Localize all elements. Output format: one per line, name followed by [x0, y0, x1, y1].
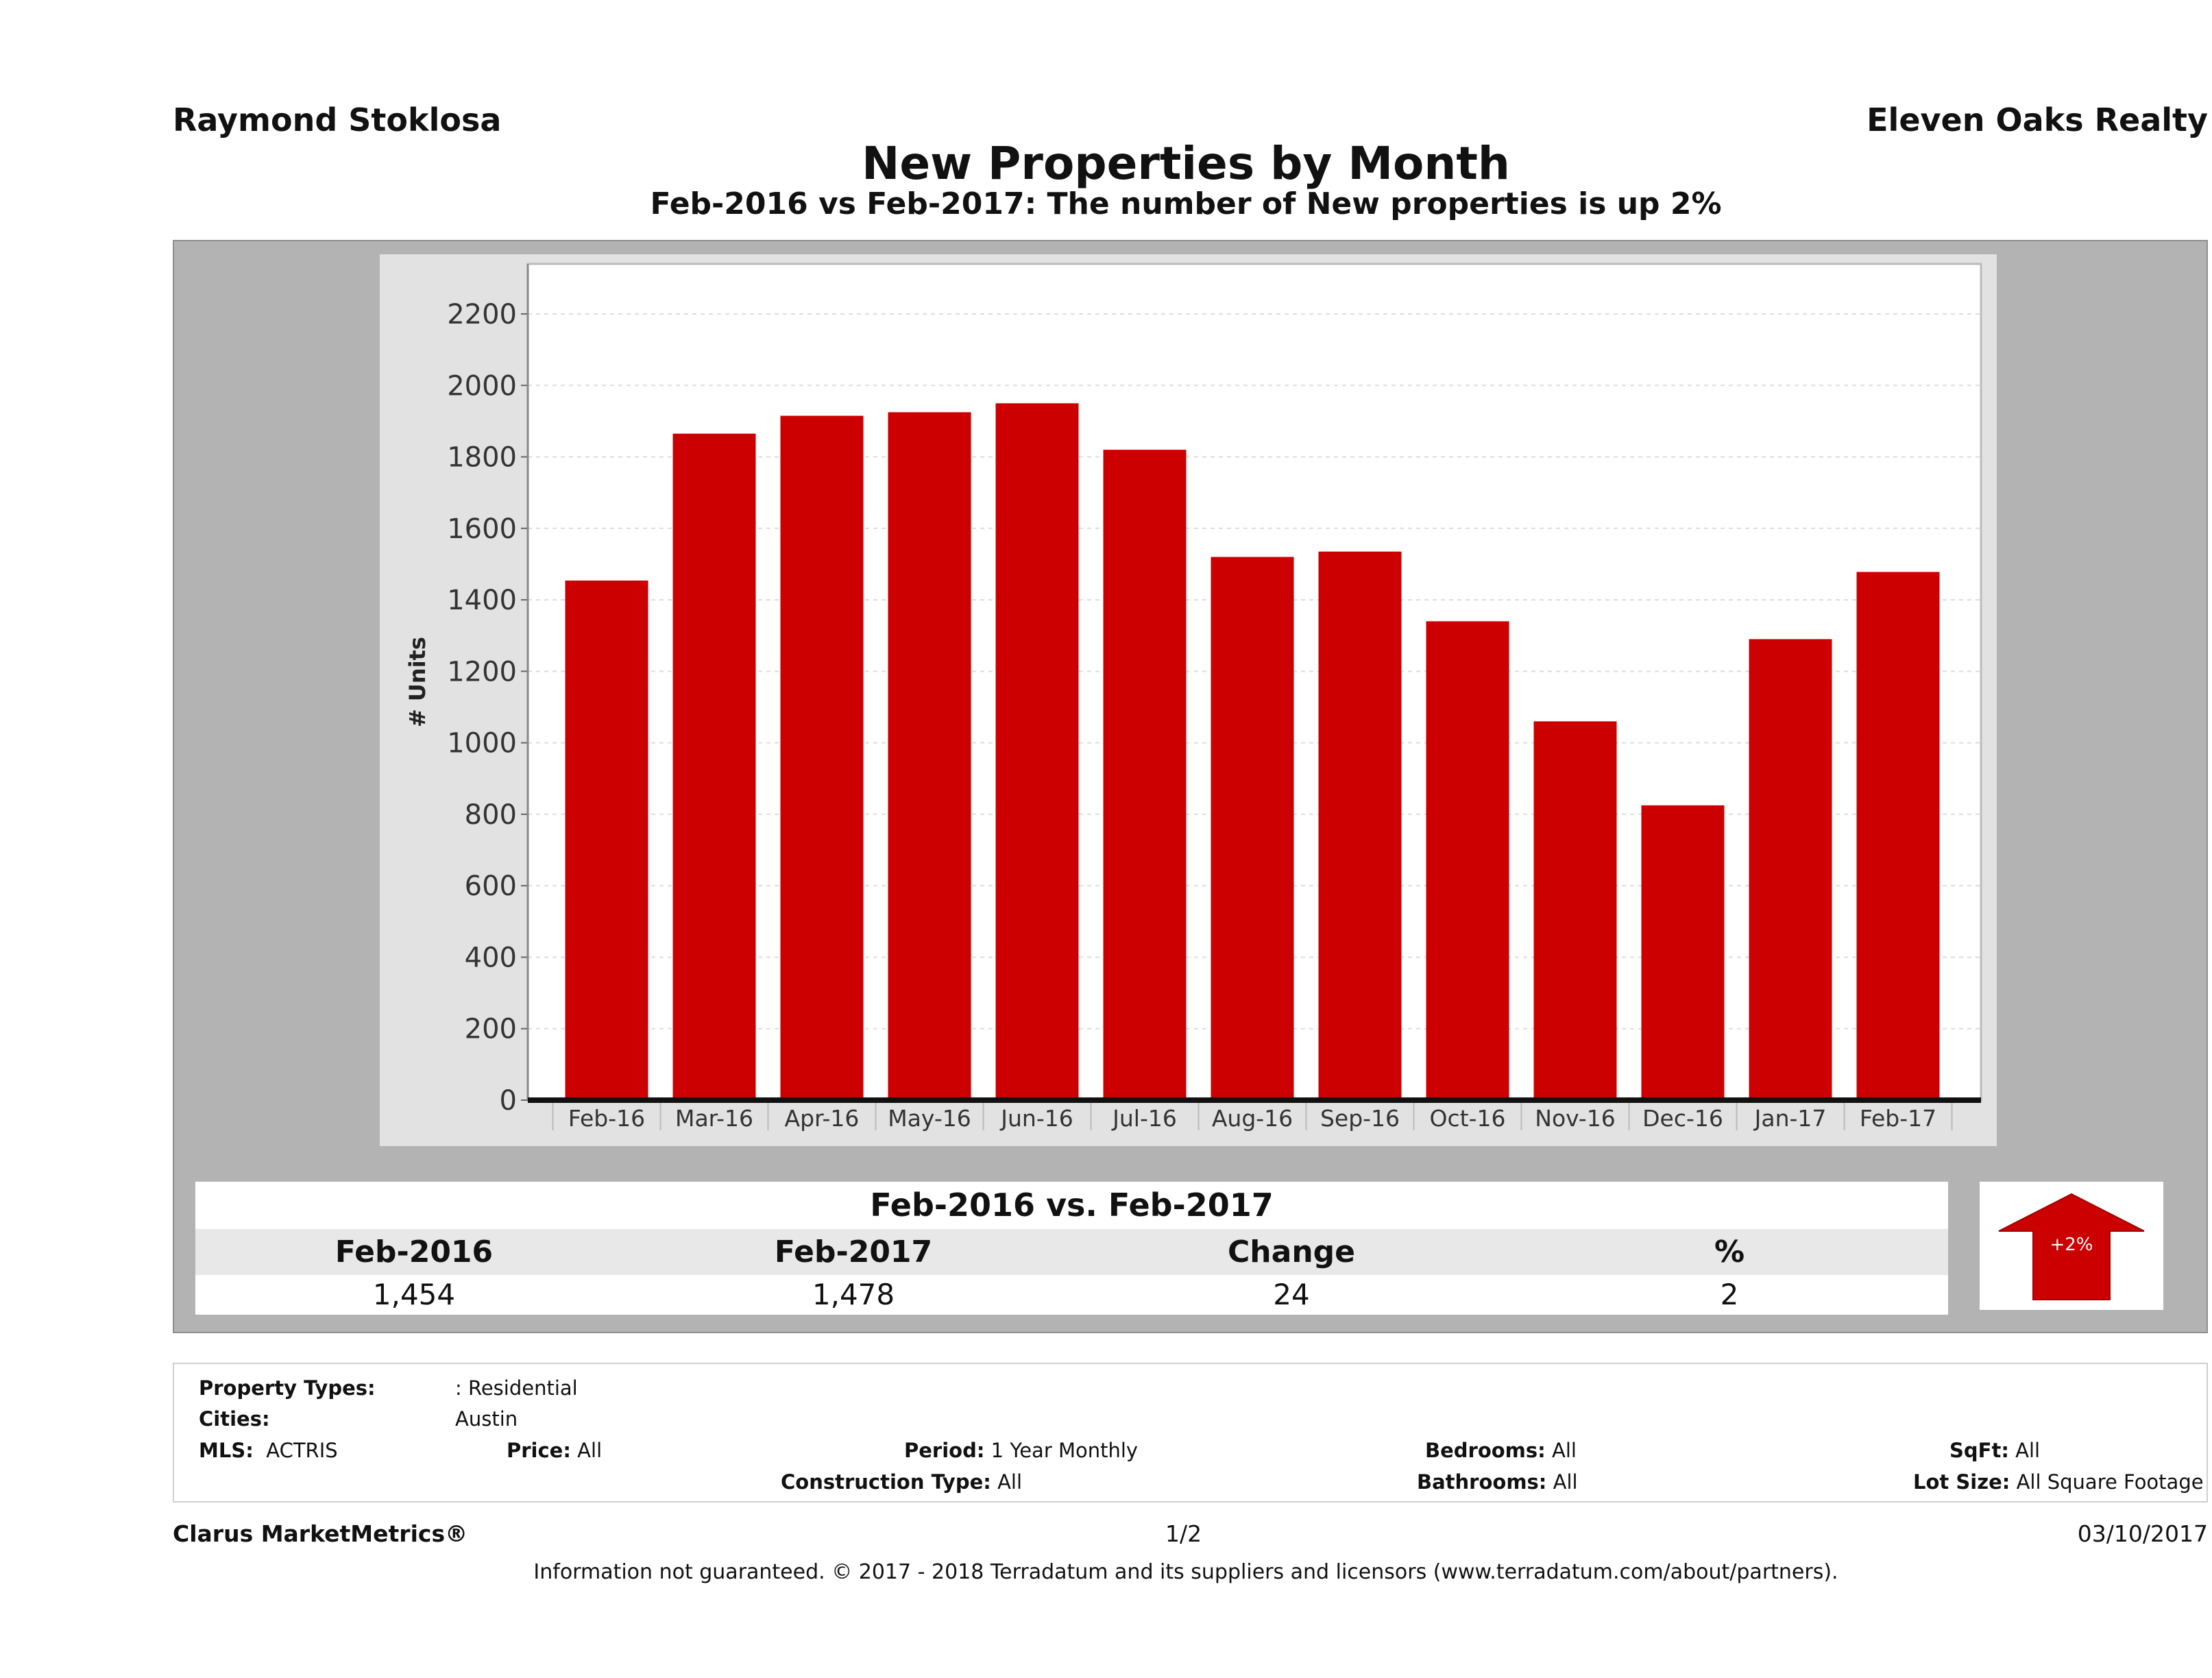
y-tick-label: 400 — [465, 942, 517, 973]
footer-brand: Clarus MarketMetrics® — [173, 1520, 468, 1547]
property-types-value: : Residential — [455, 1376, 578, 1400]
summary-table: Feb-2016 vs. Feb-2017 Feb-2016 Feb-2017 … — [195, 1182, 1948, 1315]
bar-dec-16 — [1641, 805, 1725, 1100]
y-tick-label: 1600 — [447, 513, 517, 545]
y-tick-label: 800 — [465, 799, 517, 831]
chart-area: 0 200 400 600 800 1000 1200 1400 1600 1800 2000 220… — [380, 254, 1997, 1146]
summary-header-row: Feb-2016 Feb-2017 Change % — [195, 1229, 1948, 1275]
header-feb-2016: Feb-2016 — [335, 1235, 494, 1269]
disclaimer: Information not guaranteed. © 2017 - 201… — [533, 1560, 1838, 1584]
y-tick-label: 200 — [465, 1014, 517, 1045]
bathrooms-value: All — [1553, 1470, 1578, 1494]
x-tick-label: Feb-17 — [1860, 1105, 1936, 1132]
page-number: 1/2 — [1165, 1520, 1202, 1547]
construction-value: All — [997, 1470, 1023, 1494]
y-tick-label: 2200 — [447, 299, 517, 330]
bar-mar-16 — [672, 433, 756, 1100]
construction-label: Construction Type: — [781, 1470, 991, 1494]
chart-subtitle: Feb-2016 vs Feb-2017: The number of New … — [650, 186, 1722, 221]
x-tick-label: Jan-17 — [1753, 1105, 1827, 1132]
agent-name: Raymond Stoklosa — [173, 101, 502, 138]
x-tick-label: Feb-16 — [568, 1105, 645, 1132]
bar-feb-16 — [565, 580, 648, 1100]
property-types-label: Property Types: — [199, 1376, 376, 1400]
y-axis-label: # Units — [404, 637, 430, 727]
office-name: Eleven Oaks Realty — [1867, 101, 2208, 138]
bar-aug-16 — [1211, 557, 1294, 1100]
report-date: 03/10/2017 — [2077, 1520, 2208, 1547]
mls-value: ACTRIS — [266, 1439, 338, 1462]
cities-value: Austin — [455, 1407, 518, 1431]
bar-apr-16 — [780, 415, 864, 1100]
up-arrow-icon: +2% — [1998, 1193, 2145, 1300]
value-change: 24 — [1273, 1278, 1310, 1311]
lot-size-label: Lot Size: — [1913, 1470, 2010, 1494]
x-tick-label: Oct-16 — [1430, 1105, 1506, 1132]
header-feb-2017: Feb-2017 — [774, 1235, 933, 1269]
bedrooms-value: All — [1551, 1439, 1577, 1462]
bar-jan-17 — [1749, 639, 1832, 1100]
value-feb-2016: 1,454 — [372, 1278, 456, 1311]
x-tick-label: Jul-16 — [1111, 1105, 1177, 1132]
bar-jul-16 — [1103, 450, 1187, 1100]
bar-nov-16 — [1533, 721, 1617, 1100]
y-tick-label: 1200 — [447, 656, 517, 688]
price-label: Price: — [507, 1439, 571, 1462]
x-tick-label: Aug-16 — [1212, 1105, 1293, 1132]
x-tick-label: May-16 — [888, 1105, 971, 1132]
y-tick-label: 1000 — [447, 728, 517, 759]
y-tick-label: 2000 — [447, 370, 517, 402]
bar-jun-16 — [995, 403, 1079, 1100]
x-tick-label: Jun-16 — [999, 1105, 1073, 1132]
y-tick-label: 600 — [465, 871, 517, 902]
price-value: All — [577, 1439, 603, 1462]
chart-title: New Properties by Month — [862, 137, 1510, 190]
summary-title: Feb-2016 vs. Feb-2017 — [195, 1182, 1948, 1229]
summary-value-row: 1,454 1,478 24 2 — [195, 1275, 1948, 1315]
lot-size-value: All Square Footage — [2016, 1470, 2204, 1494]
bar-oct-16 — [1426, 621, 1509, 1100]
header-percent: % — [1714, 1235, 1745, 1269]
y-tick-label: 1400 — [447, 585, 517, 616]
x-tick-label: Dec-16 — [1642, 1105, 1723, 1132]
sqft-value: All — [2015, 1439, 2041, 1462]
x-tick-label: Apr-16 — [785, 1105, 860, 1132]
period-label: Period: — [904, 1439, 985, 1462]
badge-label: +2% — [2050, 1235, 2093, 1255]
y-tick-label: 0 — [500, 1085, 517, 1117]
x-tick-label: Sep-16 — [1320, 1105, 1400, 1132]
bar-may-16 — [888, 412, 971, 1100]
bathrooms-label: Bathrooms: — [1417, 1470, 1547, 1494]
x-tick-label: Nov-16 — [1535, 1105, 1615, 1132]
filters-panel: Property Types: : Residential Cities: Au… — [173, 1363, 2208, 1503]
header-change: Change — [1228, 1235, 1355, 1269]
value-feb-2017: 1,478 — [812, 1278, 895, 1311]
bar-chart: 0 200 400 600 800 1000 1200 1400 1600 1800 2000 220… — [404, 263, 1982, 1132]
y-tick-label: 1800 — [447, 442, 517, 474]
x-tick-label: Mar-16 — [675, 1105, 753, 1132]
mls-label: MLS: — [199, 1439, 254, 1462]
cities-label: Cities: — [199, 1407, 270, 1431]
bedrooms-label: Bedrooms: — [1425, 1439, 1546, 1462]
period-value: 1 Year Monthly — [990, 1439, 1139, 1462]
sqft-label: SqFt: — [1949, 1439, 2009, 1462]
value-percent: 2 — [1720, 1278, 1739, 1311]
bar-feb-17 — [1856, 572, 1940, 1100]
change-badge: +2% — [1980, 1182, 2163, 1310]
bar-sep-16 — [1318, 551, 1402, 1100]
